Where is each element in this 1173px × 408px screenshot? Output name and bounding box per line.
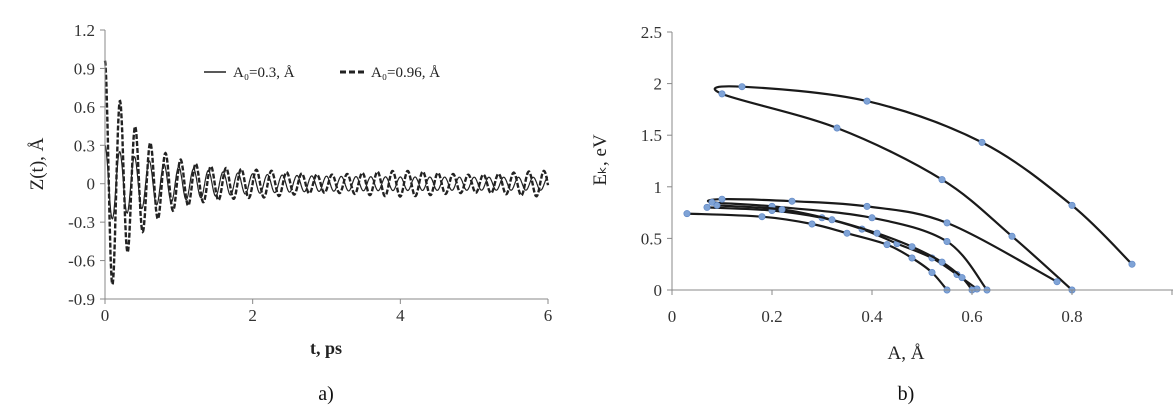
chart-a-y-tick-label: 0.9 [74, 59, 95, 78]
chart-b-xlabel: A, Å [888, 343, 925, 364]
chart-b-x-tick-label: 0.4 [861, 307, 883, 326]
chart-b-point [943, 238, 951, 246]
chart-b-panel-label: b) [898, 383, 915, 405]
chart-b-point [1053, 278, 1061, 286]
chart-a-legend: A₀=0.3, Å A₀=0.96, Å [204, 65, 440, 81]
chart-b-point [928, 268, 936, 276]
chart-b-point [873, 229, 881, 237]
chart-b-point [788, 197, 796, 205]
chart-b-point [908, 243, 916, 251]
chart-b-point [828, 216, 836, 224]
chart-b-point [883, 241, 891, 249]
chart-b-point [758, 213, 766, 221]
chart-b-point [718, 195, 726, 203]
chart-a-series-group [103, 60, 550, 288]
chart-b-series-group [683, 83, 1136, 294]
chart-b-y-tick-label: 2 [654, 75, 663, 94]
chart-b-point [1008, 232, 1016, 240]
chart-a-y-tick-label: -0.9 [68, 290, 95, 309]
chart-b-point [708, 198, 716, 206]
chart-b-curve-1 [713, 85, 1133, 291]
chart-b-point [1128, 260, 1136, 268]
chart-b-point [938, 176, 946, 184]
chart-b-ticks: 00.20.40.60.812.521.510.50 [641, 23, 1173, 326]
chart-a-x-tick-label: 4 [396, 306, 405, 325]
chart-b-curve-2 [706, 198, 1058, 291]
chart-b-y-tick-label: 2.5 [641, 23, 662, 42]
legend-label-dashed: A₀=0.96, Å [371, 65, 440, 81]
chart-a-y-tick-label: 1.2 [74, 21, 95, 40]
chart-a-x-tick-label: 0 [101, 306, 110, 325]
chart-b-point [863, 202, 871, 210]
chart-b-point [958, 274, 966, 282]
chart-b-x-tick-label: 0.8 [1061, 307, 1082, 326]
chart-b-point [738, 83, 746, 91]
chart-a-y-tick-label: 0.3 [74, 136, 95, 155]
chart-b-point [683, 210, 691, 218]
chart-b-point [938, 258, 946, 266]
chart-a-series-2 [103, 60, 550, 288]
chart-a-y-tick-label: -0.3 [68, 213, 95, 232]
chart-a-panel-label: a) [318, 383, 334, 405]
chart-b-y-tick-label: 0.5 [641, 229, 662, 248]
chart-a-x-tick-label: 2 [248, 306, 257, 325]
chart-a-ylabel: Z(t), Å [27, 137, 48, 190]
chart-b-x-tick-label: 0 [668, 307, 677, 326]
chart-b-point [1068, 201, 1076, 209]
chart-b-point [808, 220, 816, 228]
chart-b-point [978, 138, 986, 146]
chart-b-point [713, 201, 721, 209]
chart-a-xlabel: t, ps [310, 338, 342, 358]
chart-b-point [863, 97, 871, 105]
chart-b-ylabel: Eₖ, eV [590, 134, 611, 186]
chart-b-y-tick-label: 1.5 [641, 126, 662, 145]
legend-label-solid: A₀=0.3, Å [233, 65, 295, 81]
chart-b-point [868, 214, 876, 222]
chart-b: 00.20.40.60.812.521.510.50 A, Å Eₖ, eV b… [590, 23, 1173, 405]
chart-b-x-tick-label: 0.6 [961, 307, 982, 326]
chart-b-point [843, 229, 851, 237]
chart-b-point [703, 203, 711, 211]
chart-a: 0 2 4 6 1.2 0.9 0.6 0.3 0 -0.3 -0.6 -0.9 t, ps Z(t)… [27, 21, 552, 405]
chart-a-y-tick-label: 0.6 [74, 98, 95, 117]
chart-a-y-tick-label: -0.6 [68, 252, 95, 271]
chart-b-point [778, 206, 786, 214]
chart-b-point [833, 124, 841, 132]
chart-b-y-tick-label: 0 [654, 281, 663, 300]
chart-a-x-tick-label: 6 [544, 306, 553, 325]
chart-b-point [718, 90, 726, 98]
chart-b-x-tick-label: 0.2 [761, 307, 782, 326]
chart-b-point [908, 254, 916, 262]
chart-a-ticks: 0 2 4 6 1.2 0.9 0.6 0.3 0 -0.3 -0.6 -0.9 [68, 21, 552, 325]
chart-b-y-tick-label: 1 [654, 178, 663, 197]
chart-a-y-tick-label: 0 [87, 175, 96, 194]
chart-b-point [943, 219, 951, 227]
